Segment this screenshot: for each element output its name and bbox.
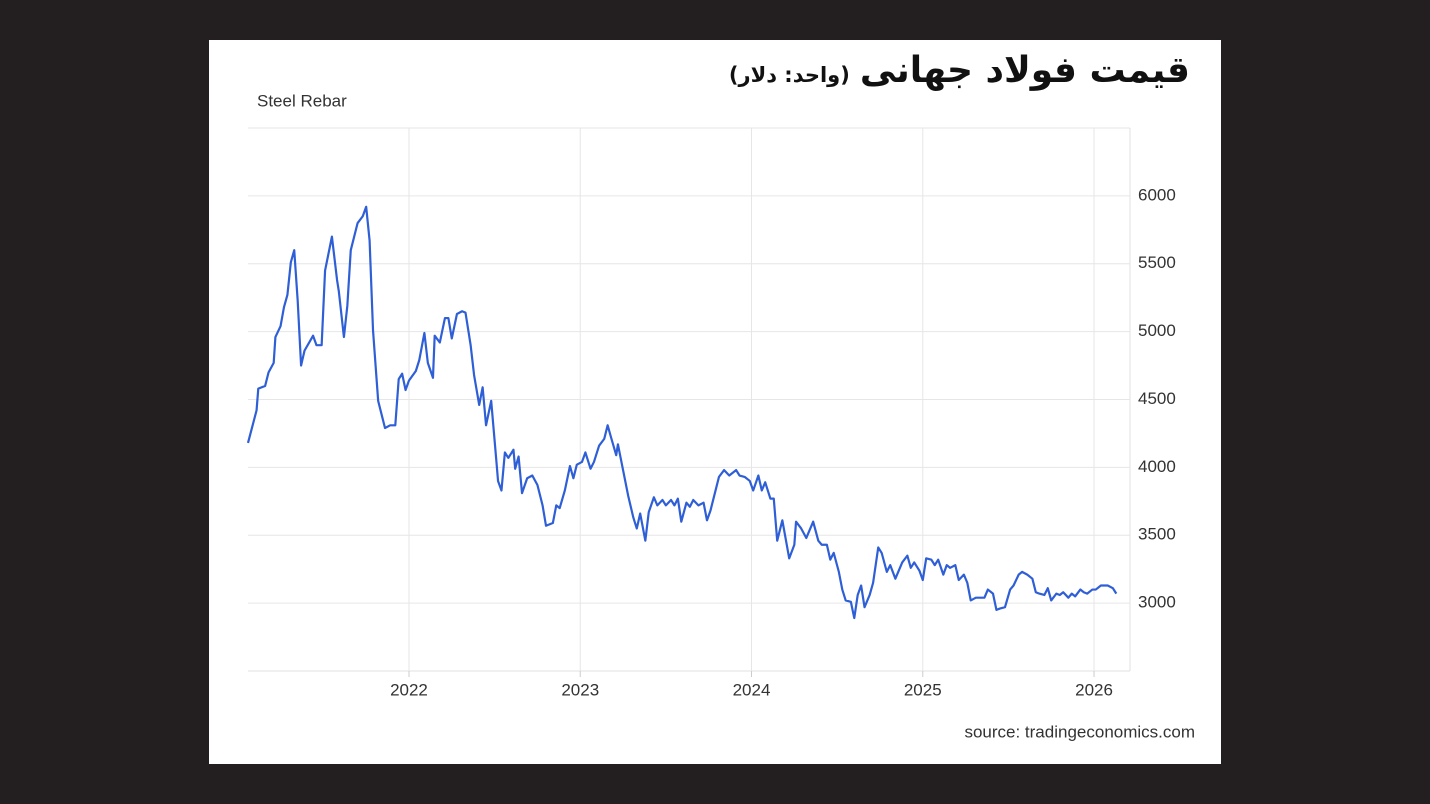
y-tick-label: 3500 [1138,525,1176,544]
x-tick-label: 2024 [733,680,771,699]
title-block: قیمت فولاد جهانی (واحد: دلار) [729,50,1190,91]
y-tick-label: 4000 [1138,457,1176,476]
x-tick-label: 2025 [904,680,942,699]
y-tick-label: 6000 [1138,185,1176,204]
series-line [246,205,1118,620]
x-tick-label: 2026 [1075,680,1113,699]
y-tick-label: 3000 [1138,593,1176,612]
y-tick-label: 4500 [1138,389,1176,408]
y-tick-label: 5500 [1138,253,1176,272]
series-label: Steel Rebar [257,91,347,110]
chart-subtitle: (واحد: دلار) [728,63,850,87]
x-tick-label: 2023 [561,680,599,699]
x-tick-label: 2022 [390,680,428,699]
source: source: tradingeconomics.com [964,722,1195,741]
chart-title: قیمت فولاد جهانی [859,50,1190,91]
y-tick-label: 5000 [1138,321,1176,340]
card [209,40,1221,764]
